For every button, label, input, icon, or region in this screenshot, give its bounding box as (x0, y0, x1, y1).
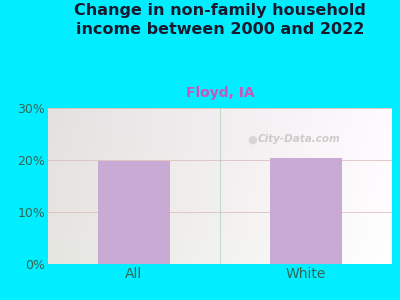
Bar (270, 158, 342, 264)
Text: Change in non-family household
income between 2000 and 2022: Change in non-family household income be… (74, 3, 366, 37)
Text: Floyd, IA: Floyd, IA (186, 86, 254, 100)
Text: ●: ● (248, 134, 258, 144)
Bar (98, 160, 170, 264)
Text: City-Data.com: City-Data.com (258, 134, 340, 144)
